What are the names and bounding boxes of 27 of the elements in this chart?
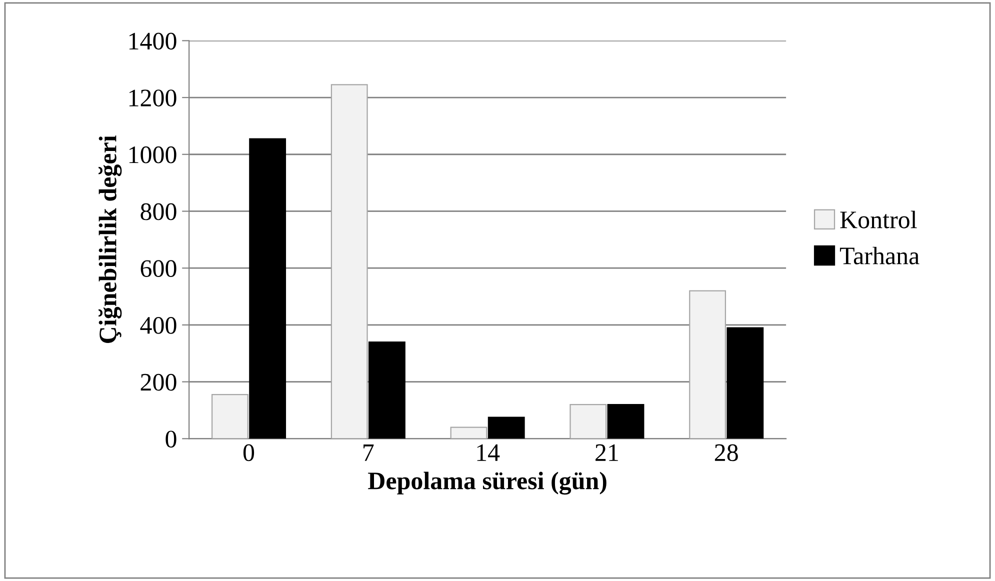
bar [570,404,607,439]
legend-label: Tarhana [840,246,920,264]
y-tick-label: 800 [140,203,176,220]
x-tick-label: 21 [596,444,618,461]
x-axis-title: Depolama süresi (gün) [368,472,606,495]
y-tick-label: 400 [140,316,176,334]
x-tick-label: 0 [243,444,254,462]
bar [726,327,764,439]
y-axis-title: Çiğnebilirlik değeri [98,136,122,343]
legend-label: Kontrol [840,210,917,228]
bar [330,84,368,439]
bar [249,138,286,439]
bar [607,404,644,439]
bar [211,394,248,439]
y-tick-label: 600 [140,260,176,278]
y-tick-label: 0 [166,430,176,448]
y-tick-label: 1000 [129,146,176,164]
bar [450,426,488,439]
bar [689,290,726,439]
y-tick-label: 1400 [129,32,176,50]
y-tick-label: 200 [140,374,176,391]
bar [368,341,406,439]
y-tick-label: 1200 [129,90,176,106]
x-tick-label: 14 [477,444,500,461]
x-tick-label: 7 [364,444,374,461]
x-tick-label: 28 [714,444,738,462]
bar [488,416,525,439]
